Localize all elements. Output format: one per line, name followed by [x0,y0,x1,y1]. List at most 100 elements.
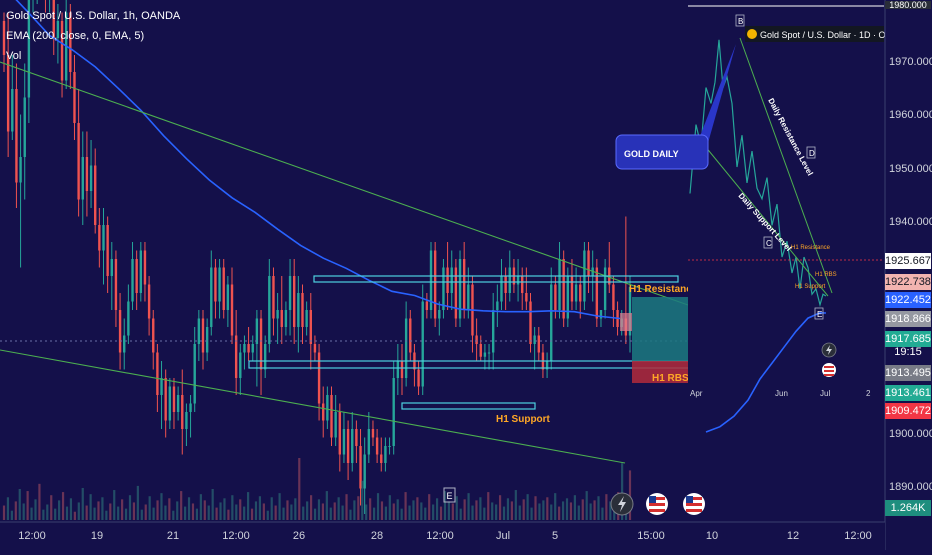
volume-bar [455,496,458,520]
volume-bar [376,493,380,520]
candle [272,267,275,336]
candle [570,259,574,310]
volume-bar [6,497,10,520]
candle [500,259,503,310]
candle [94,148,97,234]
volume-bar [518,505,521,520]
volume-bar [30,507,33,520]
volume-bar [416,497,419,520]
symbol-title[interactable]: Gold Spot / U.S. Dollar, 1h, OANDA [6,10,181,22]
price-tag: 1925.667 [885,253,931,269]
candle [462,242,466,319]
volume-bar [274,505,277,520]
candle [475,318,478,361]
time-tick-label: 15:00 [637,530,665,542]
volume-bar [341,505,344,520]
us-flag-icon[interactable] [646,493,668,515]
volume-bar [333,502,336,520]
volume-bar [380,501,384,520]
candle [85,131,89,217]
event-e-marker [443,487,456,503]
candle [421,284,424,395]
candle [164,369,167,438]
volume-bar [479,497,482,520]
candle [483,344,487,370]
inset-wave-c: C [766,239,772,248]
candle [521,267,524,310]
trendline-lower [0,349,626,464]
volume-bar [113,490,116,520]
candle [27,0,31,123]
volume-bar [412,500,415,520]
volume-bar [298,458,301,520]
lightning-icon[interactable] [821,342,837,358]
volume-bar [550,504,553,520]
candle [89,140,93,208]
volume-bar [235,504,238,520]
countdown-label: 19:15 [894,346,922,358]
volume-bar [132,502,136,520]
volume-bar [510,501,513,520]
time-tick-label: 12:00 [426,530,454,542]
volume-bar [203,500,206,520]
volume-bar [278,493,281,520]
volume-bar [483,507,486,520]
volume-bar [231,495,234,520]
candle [189,395,192,438]
volume-bar [85,505,88,520]
candle [6,12,10,157]
us-flag-icon[interactable] [683,493,705,515]
lightning-icon[interactable] [610,492,634,516]
volume-bar [558,506,561,520]
inset-h1-resistance-label: H1 Resistance [791,245,831,251]
top-price-tag: 1980.000 [885,1,931,9]
volume-bar [211,489,214,520]
volume-bar [337,497,340,520]
volume-bar [97,501,100,520]
ema-legend[interactable]: EMA (200, close, 0, EMA, 5) [6,30,145,42]
inset-h1-support-label: H1 Support [795,284,826,290]
trendline-upper [0,61,689,306]
volume-bar [538,503,541,520]
gold-daily-label: GOLD DAILY [624,149,679,159]
volume-bar [302,506,305,520]
volume-bar [187,497,191,520]
volume-legend[interactable]: Vol [6,50,22,62]
volume-bar [247,492,250,520]
candle [417,361,420,395]
volume-bar [164,505,167,520]
candle [222,259,225,319]
candle [193,327,196,412]
volume-bar [546,497,549,520]
volume-bar [101,497,104,520]
volume-bar [514,490,517,520]
volume-bar [475,500,478,520]
volume-bar [128,495,132,520]
candle [438,301,441,336]
inset-support-line [699,139,829,297]
candle [247,327,250,361]
volume-bar [349,509,352,520]
candle [338,403,342,472]
volume-bar [471,505,474,520]
candle [579,276,582,319]
candle [351,412,354,472]
time-tick-label: 19 [91,530,103,542]
volume-bar [589,503,592,520]
candle [106,216,109,293]
inset-wave-b: B [738,17,743,26]
volume-bar [554,493,557,520]
volume-bar [526,494,529,520]
volume-bar [34,499,37,520]
daily-inset-chart[interactable]: GOLD DAILY Daily Resistance Level Daily … [615,5,894,433]
volume-bar [89,494,92,520]
us-flag-icon[interactable] [822,363,836,377]
candle [181,369,184,455]
time-tick-label: 5 [552,530,558,542]
candle [226,276,230,327]
zone-h1-resistance [313,275,679,283]
candle [201,310,205,370]
candle [574,267,578,310]
